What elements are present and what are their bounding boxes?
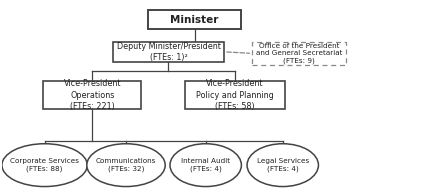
Text: Internal Audit
(FTEs: 4): Internal Audit (FTEs: 4): [181, 158, 230, 172]
Ellipse shape: [247, 144, 318, 187]
Text: Vice-President
Operations
(FTEs: 221): Vice-President Operations (FTEs: 221): [64, 80, 121, 111]
FancyBboxPatch shape: [252, 42, 346, 65]
FancyBboxPatch shape: [43, 82, 141, 109]
Text: Vice-President
Policy and Planning
(FTEs: 58): Vice-President Policy and Planning (FTEs…: [196, 80, 274, 111]
Text: Communications
(FTEs: 32): Communications (FTEs: 32): [96, 158, 156, 172]
Text: Corporate Services
(FTEs: 88): Corporate Services (FTEs: 88): [10, 158, 79, 172]
Text: Minister: Minister: [170, 15, 219, 25]
Text: Deputy Minister/President
(FTEs: 1)²: Deputy Minister/President (FTEs: 1)²: [117, 42, 220, 62]
Ellipse shape: [2, 144, 87, 187]
FancyBboxPatch shape: [148, 10, 241, 29]
FancyBboxPatch shape: [185, 82, 285, 109]
FancyBboxPatch shape: [113, 42, 224, 62]
Text: Office of the President
and General Secretariat
(FTEs: 9): Office of the President and General Secr…: [256, 43, 343, 64]
Ellipse shape: [170, 144, 241, 187]
Ellipse shape: [87, 144, 165, 187]
Text: Legal Services
(FTEs: 4): Legal Services (FTEs: 4): [257, 158, 309, 172]
